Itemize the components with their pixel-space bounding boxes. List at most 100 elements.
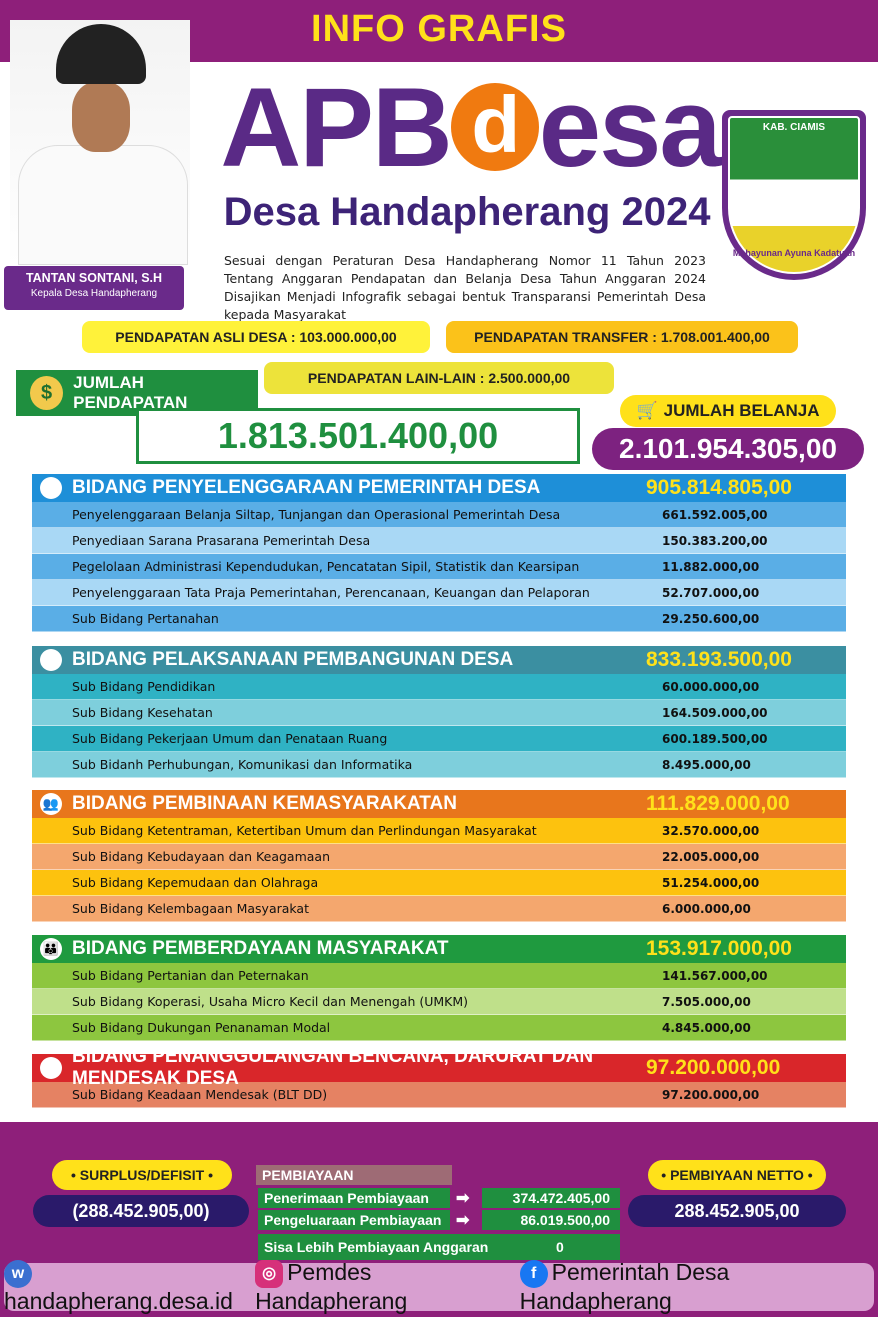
footer: whandapherang.desa.id ◎ Pemdes Handaphera… [4,1259,874,1314]
row-label: Sub Bidang Pertanahan [72,611,219,626]
section-title: BIDANG PENANGGULANGAN BENCANA, DARURAT D… [72,1046,594,1089]
table-row: Sub Bidang Keadaan Mendesak (BLT DD) 97.2… [32,1082,846,1108]
row-label: Penyediaan Sarana Prasarana Pemerintah D… [72,533,371,548]
silpa-label: Sisa Lebih Pembiayaan Anggaran [264,1239,489,1255]
official-namebox: TANTAN SONTANI, S.H Kepala Desa Handapher… [4,266,184,310]
cart-icon: 🛒 [636,401,658,420]
table-row: Sub Bidang Pendidikan 60.000.000,00 [32,674,846,700]
people-icon: 👪 [40,938,62,960]
row-value: 164.509.000,00 [662,705,768,720]
row-label: Pegelolaan Administrasi Kependudukan, Pe… [72,559,580,574]
kab-ciamis-emblem: KAB. CIAMIS Mahayunan Ayuna Kadatuan [722,110,866,280]
table-row: Penyelenggaraan Belanja Siltap, Tunjanga… [32,502,846,528]
facebook-link[interactable]: f Pemerintah Desa Handapherang [519,1259,730,1314]
table-row: Penyelenggaraan Tata Praja Pemerintahan,… [32,580,846,606]
table-row: Sub Bidanh Perhubungan, Komunikasi dan I… [32,752,846,778]
row-label: Penyelenggaraan Belanja Siltap, Tunjanga… [72,507,561,522]
row-label: Sub Bidanh Perhubungan, Komunikasi dan I… [72,757,413,772]
row-value: 32.570.000,00 [662,823,760,838]
arrow-right-icon: ➡ [456,1190,470,1207]
community-icon: 👥 [40,793,62,815]
table-row: Sub Bidang Pertanahan 29.250.600,00 [32,606,846,632]
section-title: BIDANG PELAKSANAAN PEMBANGUNAN DESA [72,649,514,670]
row-value: 97.200.000,00 [662,1087,760,1102]
subtitle: Desa Handapherang 2024 [223,190,711,234]
row-value: 141.567.000,00 [662,968,768,983]
row-value: 600.189.500,00 [662,731,768,746]
table-row: Sub Bidang Koperasi, Usaha Micro Kecil d… [32,989,846,1015]
pendapatan-asli: PENDAPATAN ASLI DESA : 103.000.000,00 [82,321,430,353]
row-value: 661.592.005,00 [662,507,768,522]
section-total: 97.200.000,00 [646,1056,781,1079]
warning-icon: ⚠ [40,1057,62,1079]
silpa-value: 0 [556,1239,564,1255]
row-value: 6.000.000,00 [662,901,751,916]
row-label: Sub Bidang Dukungan Penanaman Modal [72,1020,331,1035]
silpa-row: Sisa Lebih Pembiayaan Anggaran 0 [258,1234,620,1260]
row-label: Sub Bidang Ketentraman, Ketertiban Umum … [72,823,537,838]
row-value: 150.383.200,00 [662,533,768,548]
row-value: 4.845.000,00 [662,1020,751,1035]
row-label: Sub Bidang Keadaan Mendesak (BLT DD) [72,1087,328,1102]
official-uniform [18,145,188,265]
table-row: Penyediaan Sarana Prasarana Pemerintah D… [32,528,846,554]
table-row: Sub Bidang Dukungan Penanaman Modal 4.845… [32,1015,846,1041]
row-value: 51.254.000,00 [662,875,760,890]
section-total: 111.829.000,00 [646,792,790,815]
instagram-icon: ◎ [255,1259,284,1288]
jumlah-pendapatan-value: 1.813.501.400,00 [136,408,580,464]
section-title: BIDANG PEMBINAAN KEMASYARAKATAN [72,793,457,814]
row-label: Sub Bidang Kebudayaan dan Keagamaan [72,849,330,864]
section-total: 905.814.805,00 [646,476,792,499]
facebook-icon: f [519,1259,548,1288]
banner-title: INFO GRAFIS [311,8,567,50]
bidang-section: ⚠ BIDANG PENANGGULANGAN BENCANA, DARURAT … [32,1046,846,1108]
arrow-right-icon: ➡ [456,1212,470,1229]
pendapatan-lain: PENDAPATAN LAIN-LAIN : 2.500.000,00 [264,362,614,394]
row-label: Sub Bidang Kesehatan [72,705,213,720]
row-value: 22.005.000,00 [662,849,760,864]
section-total: 153.917.000,00 [646,937,792,960]
pendapatan-transfer: PENDAPATAN TRANSFER : 1.708.001.400,00 [446,321,798,353]
bidang-section: 🏛 BIDANG PENYELENGGARAAN PEMERINTAH DESA 9… [32,474,846,632]
pembiayaan-title: PEMBIAYAAN [256,1165,452,1185]
row-value: 52.707.000,00 [662,585,760,600]
table-row: Sub Bidang Ketentraman, Ketertiban Umum … [32,818,846,844]
bidang-section: 👪 BIDANG PEMBERDAYAAN MASYARAKAT 153.917.0… [32,935,846,1041]
row-label: Sub Bidang Pertanian dan Peternakan [72,968,309,983]
row-label: Sub Bidang Kelembagaan Masyarakat [72,901,309,916]
row-label: Sub Bidang Koperasi, Usaha Micro Kecil d… [72,994,469,1009]
row-value: 60.000.000,00 [662,679,760,694]
table-row: Sub Bidang Pekerjaan Umum dan Penataan R… [32,726,846,752]
row-label: Sub Bidang Pekerjaan Umum dan Penataan R… [72,731,388,746]
surplus-label: • SURPLUS/DEFISIT • [52,1160,232,1190]
section-title: BIDANG PEMBERDAYAAN MASYARAKAT [72,938,449,959]
building-icon: 🏛 [40,477,62,499]
pengeluaran-label: Pengeluaraan Pembiayaan [258,1210,450,1230]
website-link[interactable]: whandapherang.desa.id [4,1259,255,1315]
table-row: Pegelolaan Administrasi Kependudukan, Pe… [32,554,846,580]
netto-value: 288.452.905,00 [628,1195,846,1227]
table-row: Sub Bidang Kebudayaan dan Keagamaan 22.00… [32,844,846,870]
jumlah-belanja-value: 2.101.954.305,00 [592,428,864,470]
apbdesa-logo-title: APB d esa [220,65,721,190]
official-name: TANTAN SONTANI, S.H [25,271,163,285]
section-total: 833.193.500,00 [646,648,792,671]
section-header: 🏗 BIDANG PELAKSANAAN PEMBANGUNAN DESA 833.… [32,646,846,674]
money-bag-icon: $ [30,376,64,410]
pengeluaran-value: 86.019.500,00 [482,1210,620,1230]
netto-label: • PEMBIYAAN NETTO • [648,1160,826,1190]
row-label: Penyelenggaraan Tata Praja Pemerintahan,… [72,585,590,600]
table-row: Sub Bidang Kepemudaan dan Olahraga 51.254… [32,870,846,896]
jumlah-belanja-label: 🛒 JUMLAH BELANJA [620,395,836,427]
official-face [72,82,130,152]
section-header: 🏛 BIDANG PENYELENGGARAAN PEMERINTAH DESA 9… [32,474,846,502]
intro-text: Sesuai dengan Peraturan Desa Handapheran… [224,253,706,322]
table-row: Sub Bidang Kesehatan 164.509.000,00 [32,700,846,726]
instagram-link[interactable]: ◎ Pemdes Handapherang [255,1259,408,1314]
row-label: Sub Bidang Pendidikan [72,679,216,694]
bidang-section: 👥 BIDANG PEMBINAAN KEMASYARAKATAN 111.829.… [32,790,846,922]
bidang-section: 🏗 BIDANG PELAKSANAAN PEMBANGUNAN DESA 833.… [32,646,846,778]
row-value: 8.495.000,00 [662,757,751,772]
section-title: BIDANG PENYELENGGARAAN PEMERINTAH DESA [72,477,541,498]
